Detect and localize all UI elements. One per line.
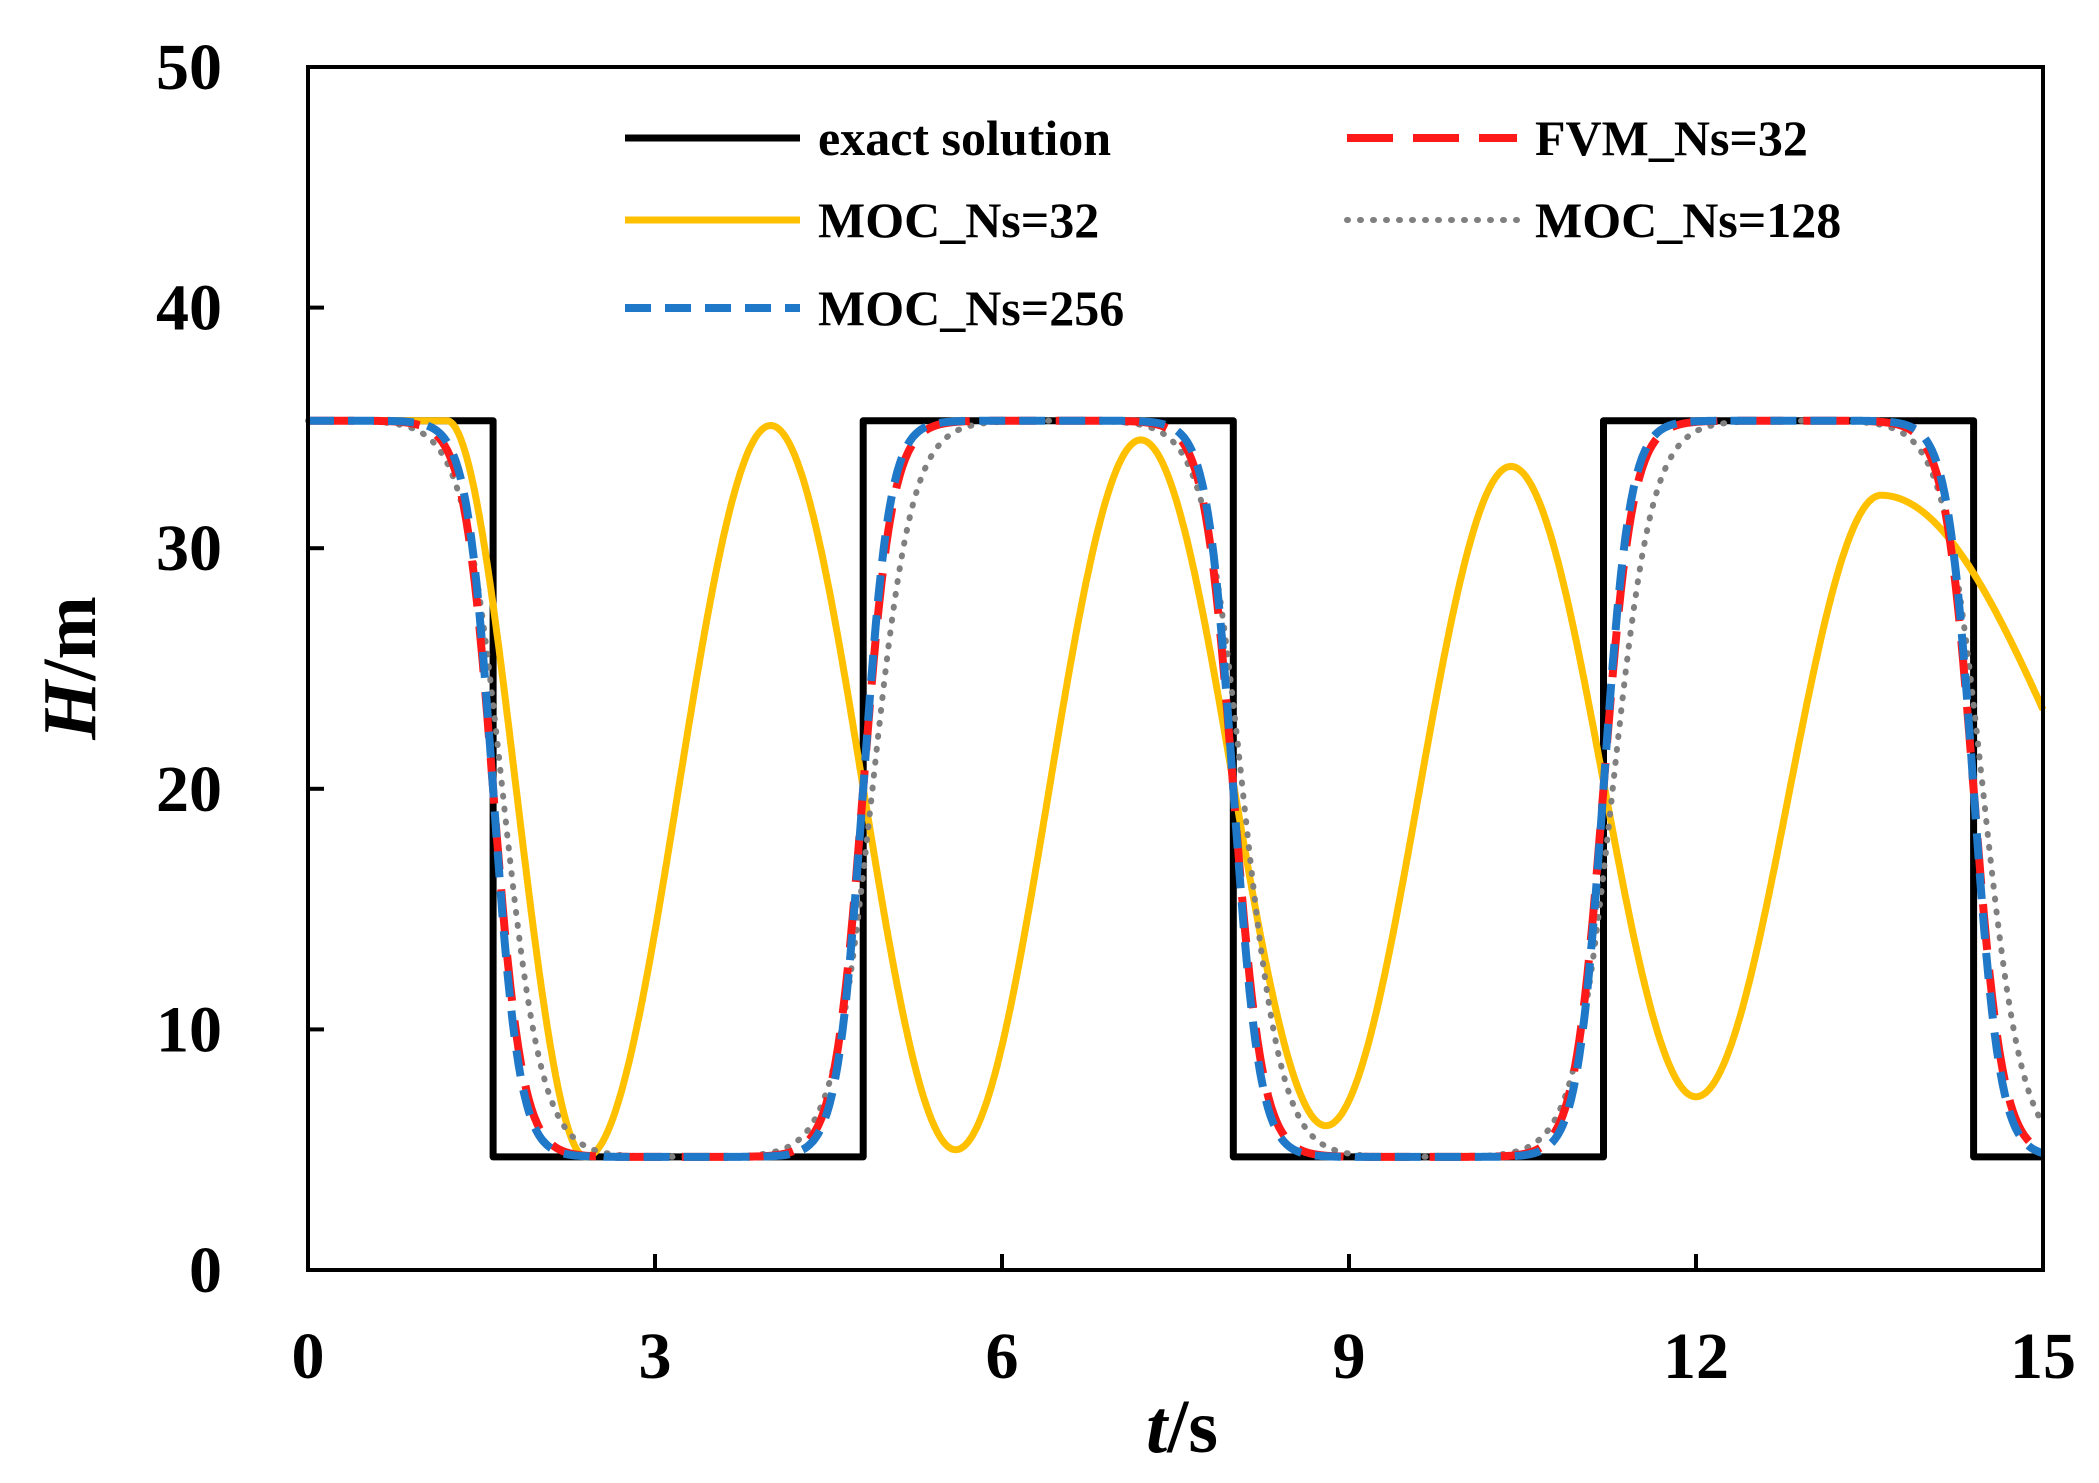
series-layer [305, 416, 2047, 1161]
x-axis-title-rest: /s [1166, 1385, 1218, 1469]
y-tick-label: 50 [156, 31, 222, 104]
series-line-moc-ns-32 [305, 417, 2047, 1161]
x-tick-label: 9 [1333, 1320, 1366, 1393]
series-line-fvm-ns-32 [305, 416, 2046, 1161]
y-tick-label: 20 [156, 753, 222, 826]
x-axis-title: t/s [1146, 1385, 1218, 1469]
x-tick-label: 3 [639, 1320, 672, 1393]
ticks-layer: 0 3 6 9 12 15 0 10 20 30 40 50 [156, 31, 2076, 1393]
y-axis-title: H/m [28, 596, 112, 741]
y-tick-label: 0 [189, 1234, 222, 1307]
series-line-exact-solution [308, 417, 2043, 1161]
legend-label: MOC_Ns=256 [818, 280, 1124, 336]
series-line-moc-ns-256 [305, 416, 2046, 1161]
x-tick-label: 15 [2010, 1320, 2076, 1393]
x-axis-title-italic: t [1146, 1385, 1170, 1469]
x-tick-label: 6 [986, 1320, 1019, 1393]
x-tick-label: 0 [292, 1320, 325, 1393]
y-tick-label: 40 [156, 272, 222, 345]
legend-label: exact solution [818, 110, 1111, 166]
y-tick-label: 30 [156, 512, 222, 585]
legend: exact solution FVM_Ns=32 MOC_Ns=32 MOC_Ns=1… [625, 110, 1841, 336]
legend-label: FVM_Ns=32 [1535, 110, 1808, 166]
y-tick-label: 10 [156, 993, 222, 1066]
plot-area-frame [306, 65, 2045, 1272]
x-tick-label: 12 [1663, 1320, 1729, 1393]
legend-label: MOC_Ns=128 [1535, 192, 1841, 248]
series-line-moc-ns-128 [305, 417, 2046, 1160]
y-axis-title-italic: H [28, 678, 112, 741]
y-axis-title-rest: /m [28, 596, 112, 681]
legend-label: MOC_Ns=32 [818, 192, 1099, 248]
